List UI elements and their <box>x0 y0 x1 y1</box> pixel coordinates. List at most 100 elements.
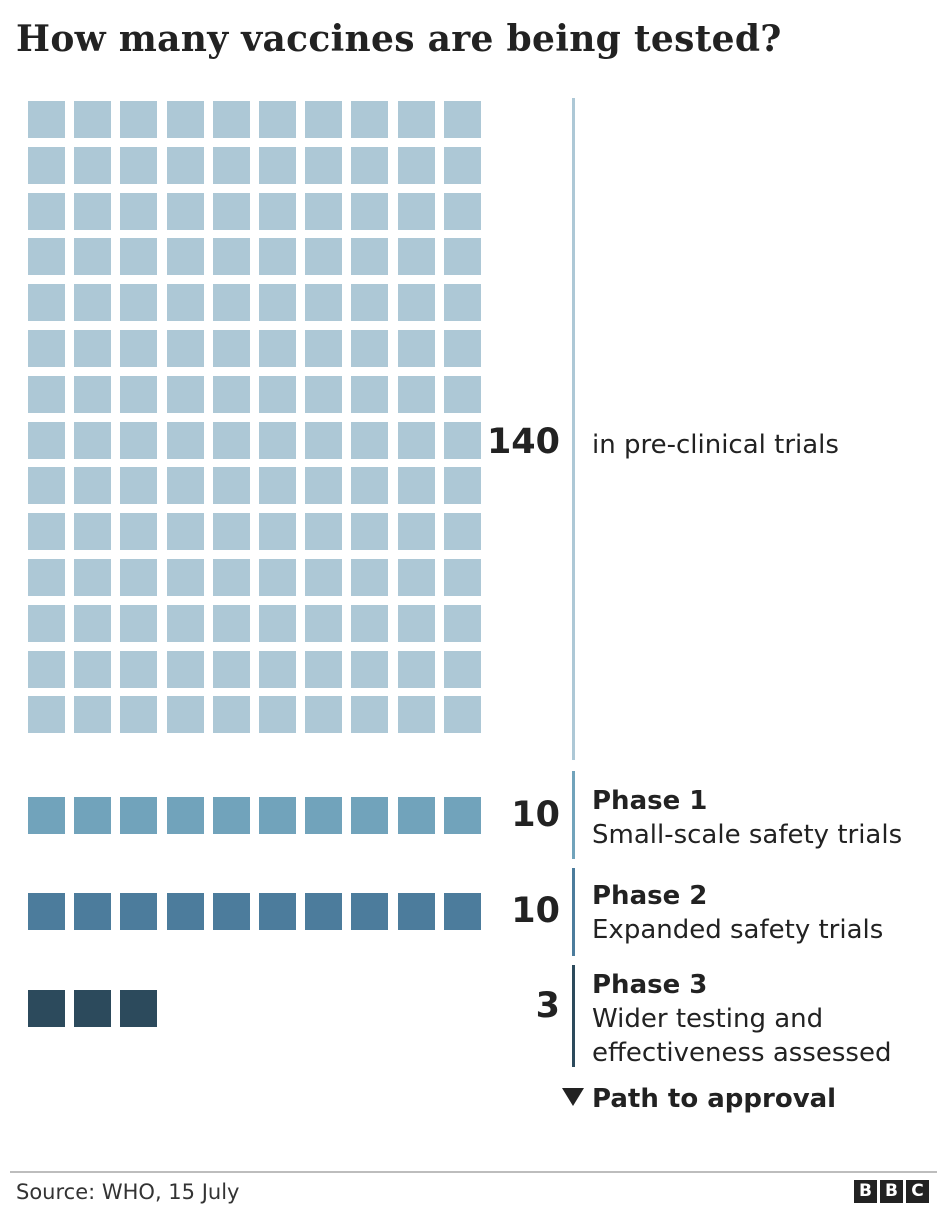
waffle-square <box>351 893 389 930</box>
waffle-square <box>305 146 343 184</box>
waffle-square <box>212 146 250 184</box>
waffle-square <box>259 696 296 734</box>
chart-title: How many vaccines are being tested? <box>16 18 782 60</box>
waffle-square <box>305 696 343 734</box>
bbc-logo-letter: B <box>880 1180 903 1203</box>
waffle-square <box>74 604 112 642</box>
waffle-square <box>166 604 204 642</box>
waffle-square <box>351 238 389 276</box>
waffle-square <box>397 604 435 642</box>
waffle-square <box>74 696 112 734</box>
waffle-square <box>305 513 343 551</box>
waffle-square <box>74 421 112 459</box>
waffle-square <box>259 101 296 138</box>
waffle-square <box>259 893 296 930</box>
waffle-square <box>120 467 158 505</box>
bbc-logo-letter: C <box>906 1180 929 1203</box>
waffle-square <box>305 238 343 276</box>
phase-title-1: Phase 1 <box>592 786 708 816</box>
waffle-square <box>166 467 204 505</box>
waffle-square <box>212 893 250 930</box>
waffle-square <box>259 421 296 459</box>
bbc-logo: B B C <box>854 1180 929 1203</box>
waffle-square <box>212 238 250 276</box>
waffle-square <box>305 797 343 834</box>
phase-title-2: Phase 2 <box>592 881 708 911</box>
waffle-square <box>28 375 65 413</box>
count-preclinical: 140 <box>486 422 560 462</box>
waffle-square <box>259 559 296 596</box>
waffle-square <box>74 192 112 230</box>
waffle-square <box>443 421 481 459</box>
waffle-square <box>351 559 389 596</box>
waffle-square <box>28 893 65 930</box>
waffle-square <box>397 101 435 138</box>
waffle-square <box>259 375 296 413</box>
waffle-square <box>397 238 435 276</box>
footer-divider <box>10 1171 937 1173</box>
phase-title-3: Phase 3 <box>592 970 708 1000</box>
waffle-square <box>351 375 389 413</box>
waffle-square <box>351 467 389 505</box>
desc-phase3: Wider testing and effectiveness assessed <box>592 1004 892 1068</box>
waffle-square <box>74 238 112 276</box>
waffle-square <box>351 650 389 688</box>
waffle-square <box>74 284 112 322</box>
waffle-square <box>74 893 112 930</box>
waffle-square <box>397 467 435 505</box>
waffle-square <box>443 893 481 930</box>
waffle-square <box>74 101 112 138</box>
waffle-square <box>74 330 112 367</box>
waffle-square <box>120 284 158 322</box>
waffle-square <box>397 192 435 230</box>
waffle-square <box>443 146 481 184</box>
waffle-square <box>443 375 481 413</box>
waffle-square <box>212 513 250 551</box>
waffle-square <box>305 559 343 596</box>
waffle-square <box>120 650 158 688</box>
waffle-square <box>28 146 65 184</box>
waffle-square <box>212 330 250 367</box>
waffle-square <box>259 330 296 367</box>
waffle-square <box>397 513 435 551</box>
waffle-square <box>305 421 343 459</box>
bar-phase2 <box>572 868 575 956</box>
waffle-square <box>120 696 158 734</box>
bbc-logo-letter: B <box>854 1180 877 1203</box>
waffle-square <box>28 192 65 230</box>
path-label: Path to approval <box>592 1084 837 1114</box>
waffle-square <box>166 375 204 413</box>
label-phase1: Phase 1 Small-scale safety trials <box>592 784 902 852</box>
count-phase2: 10 <box>511 891 560 931</box>
waffle-square <box>74 467 112 505</box>
waffle-square <box>305 101 343 138</box>
waffle-square <box>212 375 250 413</box>
waffle-square <box>397 797 435 834</box>
waffle-square <box>443 284 481 322</box>
source-text: Source: WHO, 15 July <box>16 1180 240 1204</box>
waffle-square <box>351 101 389 138</box>
waffle-square <box>397 650 435 688</box>
waffle-square <box>212 696 250 734</box>
waffle-square <box>351 797 389 834</box>
desc-phase1: Small-scale safety trials <box>592 820 903 850</box>
waffle-square <box>351 513 389 551</box>
waffle-square <box>305 604 343 642</box>
waffle-square <box>166 797 204 834</box>
waffle-square <box>120 330 158 367</box>
waffle-square <box>74 513 112 551</box>
waffle-square <box>443 559 481 596</box>
waffle-square <box>74 559 112 596</box>
bar-preclinical <box>572 98 575 760</box>
waffle-square <box>166 101 204 138</box>
waffle-square <box>28 238 65 276</box>
waffle-square <box>212 101 250 138</box>
waffle-square <box>166 513 204 551</box>
label-phase2: Phase 2 Expanded safety trials <box>592 879 883 947</box>
waffle-square <box>212 284 250 322</box>
waffle-square <box>28 559 65 596</box>
waffle-square <box>397 375 435 413</box>
waffle-square <box>166 421 204 459</box>
waffle-square <box>351 696 389 734</box>
waffle-square <box>443 238 481 276</box>
